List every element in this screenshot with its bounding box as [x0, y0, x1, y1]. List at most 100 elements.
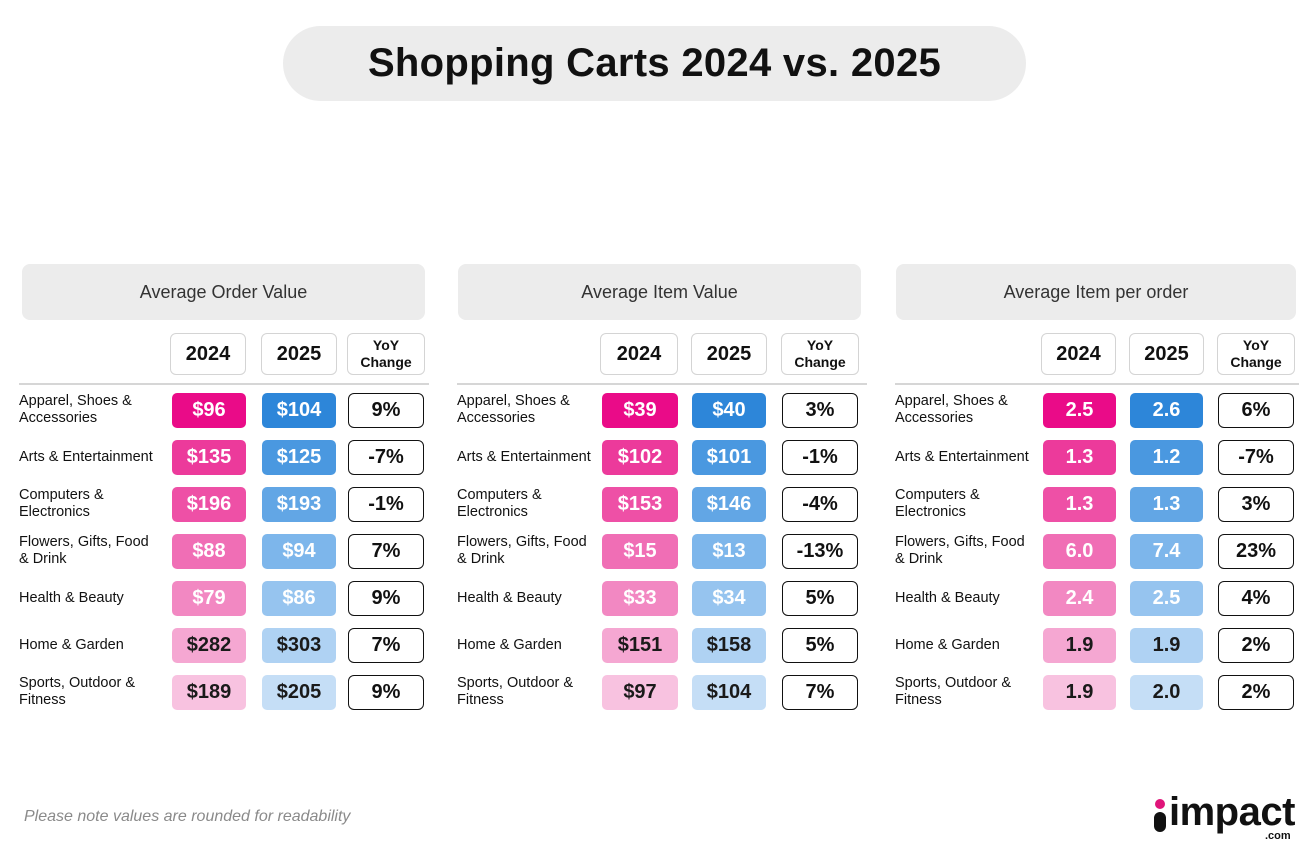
row-category-label: Arts & Entertainment [19, 448, 153, 465]
row-category-label: Home & Garden [19, 636, 124, 653]
value-cell-yoy: 2% [1218, 675, 1294, 710]
row-category-label: Apparel, Shoes & Accessories [895, 393, 1008, 426]
value-cell-yoy: 6% [1218, 393, 1294, 428]
row-category-label: Home & Garden [895, 636, 1000, 653]
logo-bar-icon [1154, 812, 1166, 832]
page-title: Shopping Carts 2024 vs. 2025 [283, 26, 1026, 101]
value-cell-yoy: 3% [1218, 487, 1294, 522]
value-cell-2024: 1.3 [1043, 487, 1116, 522]
value-cell-2024: $196 [172, 487, 246, 522]
value-cell-2024: 1.9 [1043, 628, 1116, 663]
value-cell-2024: $102 [602, 440, 678, 475]
table-title: Average Item Value [458, 264, 861, 320]
value-cell-2025: $158 [692, 628, 766, 663]
value-cell-yoy: 4% [1218, 581, 1294, 616]
row-category-label: Health & Beauty [457, 589, 562, 606]
value-cell-yoy: 7% [782, 675, 858, 710]
row-category-label: Health & Beauty [19, 589, 124, 606]
value-cell-yoy: 3% [782, 393, 858, 428]
row-category-label: Computers & Electronics [895, 487, 980, 520]
value-cell-2025: $94 [262, 534, 336, 569]
value-cell-2024: $79 [172, 581, 246, 616]
value-cell-yoy: 5% [782, 581, 858, 616]
row-category-label: Sports, Outdoor & Fitness [19, 675, 136, 708]
value-cell-2025: 1.3 [1130, 487, 1203, 522]
row-category-label: Sports, Outdoor & Fitness [895, 675, 1012, 708]
value-cell-2025: $303 [262, 628, 336, 663]
value-cell-2024: $15 [602, 534, 678, 569]
value-cell-2025: $101 [692, 440, 766, 475]
value-cell-2025: $205 [262, 675, 336, 710]
value-cell-yoy: 5% [782, 628, 858, 663]
value-cell-2024: 1.3 [1043, 440, 1116, 475]
value-cell-2025: 7.4 [1130, 534, 1203, 569]
value-cell-2024: $282 [172, 628, 246, 663]
value-cell-2025: $34 [692, 581, 766, 616]
value-cell-2024: 6.0 [1043, 534, 1116, 569]
value-cell-2024: $135 [172, 440, 246, 475]
value-cell-yoy: -1% [348, 487, 424, 522]
row-category-label: Apparel, Shoes & Accessories [19, 393, 132, 426]
column-header-2024: 2024 [1041, 333, 1116, 375]
logo-suffix: .com [1265, 830, 1291, 842]
value-cell-2025: $193 [262, 487, 336, 522]
logo-dot-icon [1155, 799, 1165, 809]
value-cell-2025: $86 [262, 581, 336, 616]
value-cell-2025: $146 [692, 487, 766, 522]
value-cell-yoy: 9% [348, 393, 424, 428]
column-header-2024: 2024 [170, 333, 246, 375]
column-header-yoy: YoY Change [781, 333, 859, 375]
header-divider [19, 383, 429, 385]
value-cell-2024: $153 [602, 487, 678, 522]
value-cell-2025: 1.2 [1130, 440, 1203, 475]
row-category-label: Flowers, Gifts, Food & Drink [895, 534, 1025, 567]
value-cell-yoy: 23% [1218, 534, 1294, 569]
value-cell-2024: $88 [172, 534, 246, 569]
value-cell-yoy: -7% [1218, 440, 1294, 475]
value-cell-yoy: 9% [348, 675, 424, 710]
value-cell-2025: $40 [692, 393, 766, 428]
table-title: Average Order Value [22, 264, 425, 320]
logo-text: impact [1169, 790, 1295, 834]
value-cell-2025: $125 [262, 440, 336, 475]
row-category-label: Flowers, Gifts, Food & Drink [19, 534, 149, 567]
value-cell-yoy: 2% [1218, 628, 1294, 663]
table-title: Average Item per order [896, 264, 1296, 320]
row-category-label: Arts & Entertainment [457, 448, 591, 465]
value-cell-2024: $189 [172, 675, 246, 710]
value-cell-2024: 2.5 [1043, 393, 1116, 428]
value-cell-yoy: -13% [782, 534, 858, 569]
value-cell-yoy: 7% [348, 628, 424, 663]
value-cell-yoy: -4% [782, 487, 858, 522]
value-cell-2024: $96 [172, 393, 246, 428]
row-category-label: Sports, Outdoor & Fitness [457, 675, 574, 708]
row-category-label: Apparel, Shoes & Accessories [457, 393, 570, 426]
value-cell-2024: 2.4 [1043, 581, 1116, 616]
value-cell-2025: 2.6 [1130, 393, 1203, 428]
value-cell-2025: $104 [262, 393, 336, 428]
value-cell-2024: $39 [602, 393, 678, 428]
impact-logo: impact .com [1150, 790, 1295, 844]
value-cell-2025: 2.0 [1130, 675, 1203, 710]
value-cell-2025: $104 [692, 675, 766, 710]
value-cell-yoy: -1% [782, 440, 858, 475]
row-category-label: Arts & Entertainment [895, 448, 1029, 465]
value-cell-2024: $97 [602, 675, 678, 710]
value-cell-yoy: -7% [348, 440, 424, 475]
column-header-yoy: YoY Change [347, 333, 425, 375]
value-cell-2024: $151 [602, 628, 678, 663]
value-cell-2025: $13 [692, 534, 766, 569]
value-cell-2025: 1.9 [1130, 628, 1203, 663]
header-divider [895, 383, 1299, 385]
value-cell-2025: 2.5 [1130, 581, 1203, 616]
row-category-label: Health & Beauty [895, 589, 1000, 606]
row-category-label: Computers & Electronics [19, 487, 104, 520]
row-category-label: Flowers, Gifts, Food & Drink [457, 534, 587, 567]
column-header-yoy: YoY Change [1217, 333, 1295, 375]
row-category-label: Computers & Electronics [457, 487, 542, 520]
column-header-2025: 2025 [1129, 333, 1204, 375]
footnote: Please note values are rounded for reada… [24, 808, 351, 825]
column-header-2025: 2025 [691, 333, 767, 375]
column-header-2025: 2025 [261, 333, 337, 375]
value-cell-2024: 1.9 [1043, 675, 1116, 710]
